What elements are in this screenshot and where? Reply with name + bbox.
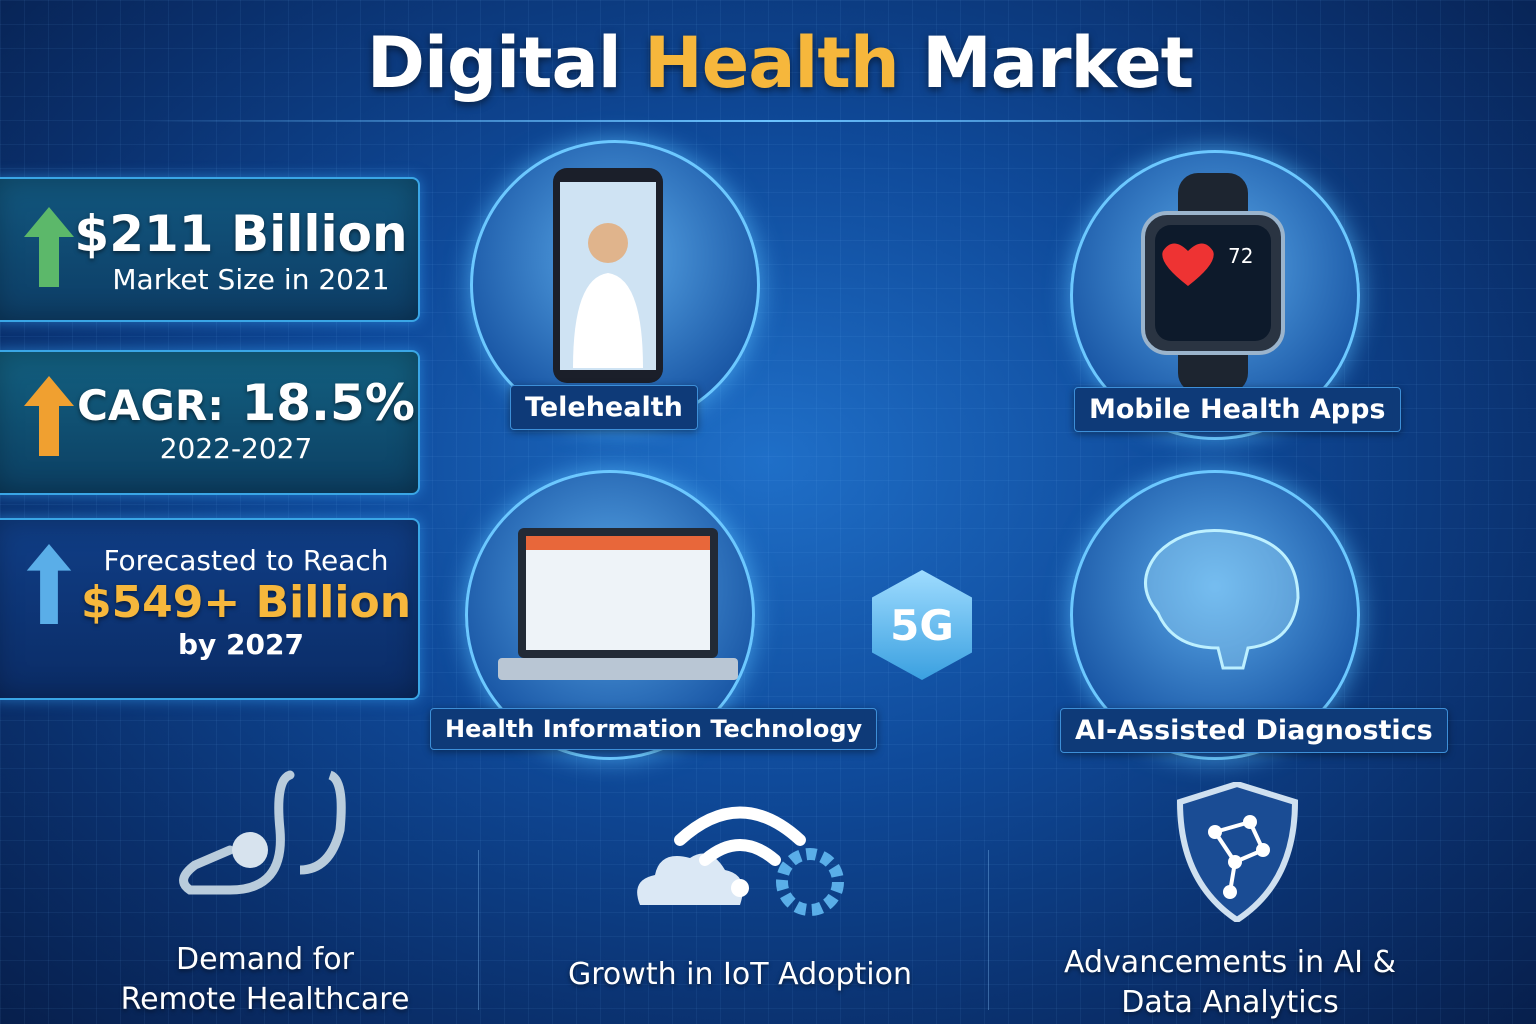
cloud-wifi-gear-icon — [637, 806, 844, 916]
smartphone-doctor-icon — [553, 168, 663, 383]
stat-card-cagr: CAGR: 18.5% 2022-2027 — [0, 350, 420, 495]
green-up-arrow-icon — [24, 207, 74, 287]
driver-line: Data Analytics — [1121, 985, 1339, 1020]
driver-line: Demand for — [175, 942, 354, 977]
cagr-value: 18.5% — [241, 374, 415, 432]
market-size-label: Market Size in 2021 — [112, 263, 390, 296]
driver-divider — [478, 850, 479, 1010]
driver-line: Remote Healthcare — [120, 982, 410, 1017]
stat-card-market-size: $211 Billion Market Size in 2021 — [0, 177, 420, 322]
title-highlight: Health — [644, 22, 900, 104]
stethoscope-icon — [179, 770, 346, 895]
title-part1: Digital — [366, 22, 622, 104]
driver-ai-analytics: Advancements in AI & Data Analytics — [1040, 943, 1420, 1023]
shield-network-icon — [1176, 782, 1299, 922]
forecast-value: $549+ Billion — [80, 577, 412, 628]
cagr-period: 2022-2027 — [159, 432, 313, 465]
blue-up-arrow-icon — [26, 544, 72, 624]
laptop-record-icon — [498, 528, 738, 680]
heart-rate-reading: 72 — [1228, 244, 1253, 268]
telehealth-circle — [470, 140, 760, 430]
title-divider — [140, 120, 1400, 122]
forecast-year: by 2027 — [178, 628, 304, 661]
telehealth-label: Telehealth — [510, 385, 698, 430]
title-part2: Market — [922, 22, 1194, 104]
hit-label: Health Information Technology — [430, 708, 878, 750]
forecast-intro: Forecasted to Reach — [103, 544, 389, 577]
mobile-health-label: Mobile Health Apps — [1074, 387, 1401, 432]
brain-icon — [1144, 529, 1300, 670]
5g-badge-text: 5G — [890, 600, 954, 650]
driver-remote-healthcare: Demand for Remote Healthcare — [100, 940, 430, 1020]
stat-card-forecast: Forecasted to Reach $549+ Billion by 202… — [0, 518, 420, 700]
smartwatch-heart-icon: 72 — [1141, 173, 1285, 393]
cagr-prefix: CAGR: — [77, 381, 225, 430]
driver-line: Advancements in AI & — [1064, 945, 1396, 980]
orange-up-arrow-icon — [24, 376, 74, 456]
page-title: Digital Health Market — [0, 22, 1536, 104]
driver-line: Growth in IoT Adoption — [568, 957, 912, 992]
ai-diagnostics-label: AI-Assisted Diagnostics — [1060, 708, 1448, 753]
driver-divider — [988, 850, 989, 1010]
market-size-value: $211 Billion — [74, 205, 408, 263]
driver-iot-adoption: Growth in IoT Adoption — [520, 955, 960, 995]
